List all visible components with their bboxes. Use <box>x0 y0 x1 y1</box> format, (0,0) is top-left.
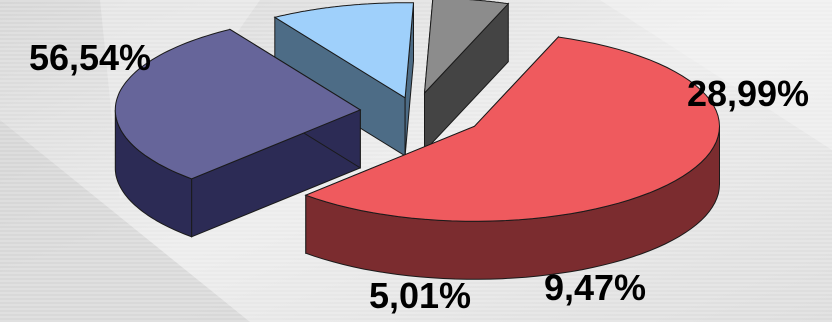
data-label: 9,47% <box>544 267 646 308</box>
slice-top <box>273 2 415 99</box>
data-label: 28,99% <box>687 73 809 114</box>
pie-slices <box>114 0 721 280</box>
pie-slice <box>304 35 721 280</box>
data-label: 5,01% <box>369 275 471 316</box>
slice-top <box>423 0 510 95</box>
slice-top <box>304 36 721 222</box>
data-labels: 56,54% 28,99% 9,47% 5,01% <box>29 37 809 316</box>
pie-slice <box>273 2 415 157</box>
pie-slice <box>114 28 362 238</box>
data-label: 56,54% <box>29 37 151 78</box>
pie-slice <box>423 0 510 153</box>
slice-top <box>114 28 362 180</box>
